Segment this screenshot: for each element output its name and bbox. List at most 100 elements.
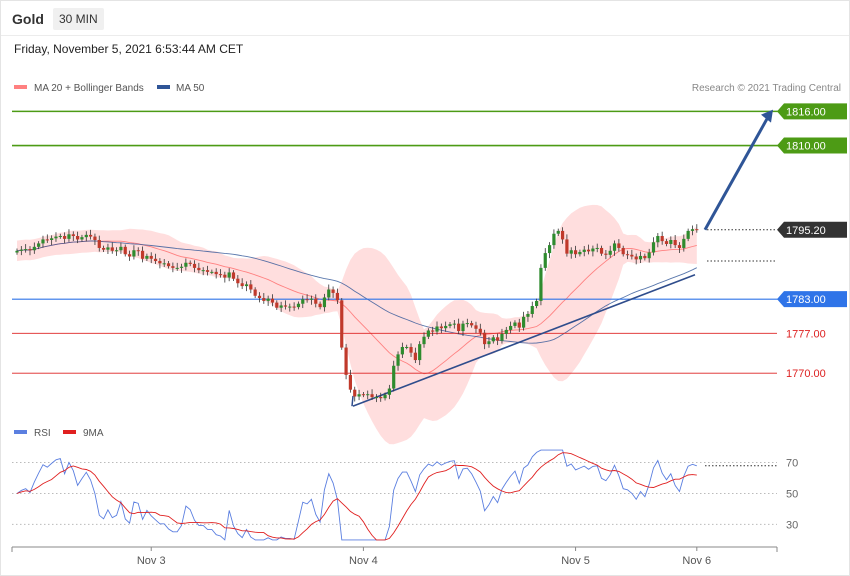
candle-body [517, 322, 521, 328]
candle [630, 249, 634, 260]
candle-body [474, 325, 478, 329]
candle-body [197, 267, 201, 271]
candle [71, 231, 75, 242]
candle [604, 250, 608, 260]
candle-body [617, 243, 621, 248]
candle-body [470, 323, 474, 326]
candle [279, 301, 283, 313]
candle-body [50, 238, 54, 240]
candle-body [309, 298, 314, 300]
timeframe-button[interactable]: 30 MIN [53, 8, 104, 30]
candle [651, 237, 656, 256]
candle-body [643, 255, 647, 259]
ma20-legend-swatch [14, 85, 27, 89]
level-labels-layer: 1816.00 1810.00 1795.20 1783.00 1777.00 1770.… [777, 103, 847, 380]
candle-body [110, 247, 114, 251]
candle [530, 301, 534, 318]
candle [149, 252, 153, 264]
candle [500, 328, 504, 344]
candle [140, 246, 145, 263]
candle-body [591, 248, 595, 252]
candle [547, 242, 552, 259]
candle-body [145, 255, 149, 259]
candle [89, 229, 93, 240]
candle [612, 240, 617, 256]
candle-body [573, 250, 578, 255]
candle [552, 229, 556, 249]
candle [136, 247, 140, 256]
candle-body [578, 251, 582, 255]
candle-body [400, 346, 404, 355]
candle [214, 268, 218, 279]
candle [387, 384, 391, 400]
candle-body [383, 394, 387, 399]
candle-body [483, 332, 487, 345]
candle-body [547, 245, 552, 254]
candle-body [257, 295, 262, 299]
rsi-legend-label: RSI [34, 428, 51, 439]
candle [682, 234, 686, 252]
candle [244, 281, 249, 292]
candle-body [426, 330, 430, 337]
candle [32, 242, 36, 254]
candle-body [171, 266, 175, 268]
candle [114, 247, 119, 256]
candle-body [457, 323, 461, 332]
candle-body [465, 323, 469, 325]
candle [569, 247, 573, 259]
candle-body [67, 234, 71, 239]
candle-body [374, 397, 378, 399]
candle [205, 265, 210, 276]
candle-body [669, 239, 673, 244]
candle-body [127, 254, 132, 257]
candle [353, 386, 357, 402]
candle-body [608, 250, 612, 255]
candle-body [188, 262, 192, 264]
candle-body [500, 333, 504, 341]
candle [123, 244, 127, 257]
candle [331, 286, 335, 298]
candle [357, 389, 361, 401]
candle-body [331, 289, 335, 293]
candle [370, 389, 374, 401]
candle-body [288, 306, 292, 308]
candle [483, 329, 487, 350]
candle [184, 258, 188, 271]
ma20-line [16, 240, 697, 375]
candle-body [452, 323, 456, 325]
candle-body [166, 263, 171, 267]
candle [470, 320, 474, 328]
rsi-level-label-70: 70 [786, 457, 798, 469]
candle-body [24, 249, 28, 251]
candle-body [318, 303, 322, 308]
candle-body [361, 394, 365, 396]
candle [80, 234, 84, 242]
candle [179, 263, 184, 273]
candle [266, 295, 270, 306]
candle [560, 227, 565, 244]
candle-body [153, 258, 158, 262]
candle-body [686, 230, 690, 239]
candle [374, 394, 378, 403]
candle [491, 335, 495, 344]
time-tick-label: Nov 6 [682, 555, 711, 567]
candle-body [348, 374, 353, 390]
candle-body [595, 247, 599, 249]
candle-body [435, 326, 439, 332]
candle [231, 270, 236, 281]
candle [431, 326, 435, 336]
candle-body [296, 303, 301, 308]
candle-body [366, 394, 370, 396]
ma50-legend-swatch [157, 85, 170, 89]
candle-body [223, 274, 227, 278]
level-tag-1810.00 [777, 137, 847, 154]
candle-body [231, 272, 236, 279]
candle [448, 321, 452, 329]
candle-body [392, 365, 396, 389]
candle [478, 323, 482, 336]
forecast-arrow-head [761, 109, 773, 123]
trendline-layer [351, 109, 773, 407]
candle-body [136, 250, 140, 252]
candle [660, 231, 664, 245]
candle [106, 243, 110, 254]
